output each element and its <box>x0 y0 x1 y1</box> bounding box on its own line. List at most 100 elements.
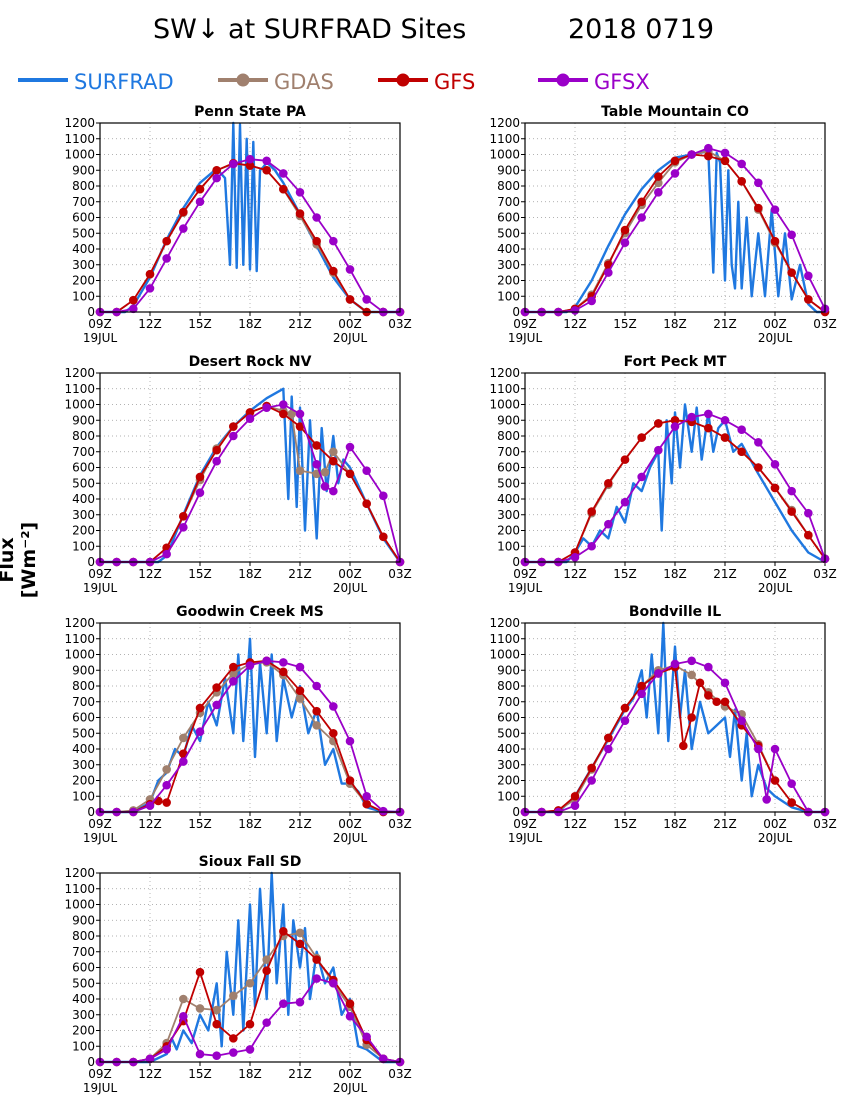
point-gfsx <box>520 557 530 567</box>
point-gdas <box>537 807 546 817</box>
point-gfs <box>312 441 321 450</box>
point-gdas <box>229 422 238 431</box>
point-gfs <box>95 807 105 817</box>
point-gdas <box>554 806 563 815</box>
y-tick-label: 1100 <box>64 632 95 646</box>
y-tick-label: 900 <box>497 413 520 427</box>
point-gfsx <box>279 400 288 409</box>
point-gdas <box>704 688 713 697</box>
point-gfs <box>145 269 155 279</box>
point-gfsx <box>245 414 255 423</box>
point-gdas <box>229 159 238 169</box>
point-gfsx <box>195 1049 205 1059</box>
point-gfsx <box>720 148 730 158</box>
point-gfs <box>687 713 696 722</box>
point-gdas <box>704 147 713 156</box>
point-gdas <box>95 307 105 317</box>
panel-title: Bondville IL <box>629 604 721 620</box>
point-gfsx <box>95 307 105 317</box>
point-gdas <box>179 512 188 521</box>
x-tick-label: 03Z <box>813 817 837 831</box>
point-gfsx <box>262 656 271 666</box>
point-gdas <box>554 557 563 567</box>
point-gfs <box>195 967 205 977</box>
point-gdas <box>720 702 730 711</box>
y-tick-label: 900 <box>72 163 95 177</box>
x-tick-label: 18Z <box>238 817 262 831</box>
point-gdas <box>395 1057 405 1067</box>
x-tick-label: 09Z <box>513 317 537 331</box>
point-gfs <box>129 807 138 817</box>
y-tick-label: 900 <box>72 663 95 677</box>
x-tick-label: 15Z <box>188 1067 212 1081</box>
y-tick-label: 400 <box>72 992 95 1006</box>
point-gfsx <box>537 307 546 317</box>
point-gdas <box>329 268 338 277</box>
point-gfsx <box>279 999 288 1009</box>
y-tick-label: 800 <box>72 179 95 193</box>
point-gfsx <box>262 156 271 166</box>
point-gfs <box>654 669 663 678</box>
y-tick-label: 100 <box>72 789 95 803</box>
y-tick-label: 700 <box>497 445 520 459</box>
point-gfsx <box>95 1057 105 1067</box>
point-gfs <box>212 445 221 455</box>
point-gfs <box>787 798 796 807</box>
point-gdas <box>287 409 296 419</box>
point-gdas <box>162 543 171 553</box>
point-gdas <box>229 669 238 678</box>
x-tick-label: 15Z <box>613 317 637 331</box>
point-gfs <box>737 176 746 186</box>
y-tick-label: 900 <box>72 913 95 927</box>
panel-1: Table Mountain CO01002003004005006007008… <box>489 104 836 345</box>
series-line-gfs <box>100 405 401 563</box>
x-tick-label: 09Z <box>88 1067 112 1081</box>
point-gdas <box>145 1054 155 1064</box>
x-tick-label: 00Z <box>338 1067 362 1081</box>
point-gfs <box>229 662 238 672</box>
point-gdas <box>295 694 305 703</box>
series-line-gfsx <box>100 659 401 813</box>
point-gdas <box>162 1038 171 1048</box>
y-tick-label: 0 <box>87 305 95 319</box>
x-tick-label: 15Z <box>613 817 637 831</box>
point-gfsx <box>112 557 121 567</box>
y-tick-label: 700 <box>72 945 95 959</box>
y-tick-label: 1000 <box>64 148 95 162</box>
point-gfsx <box>212 173 221 183</box>
point-gfsx <box>754 438 763 447</box>
x-tick-label: 18Z <box>238 1067 262 1081</box>
point-gfs <box>212 1019 221 1029</box>
point-gdas <box>245 161 255 170</box>
x-tick-label: 15Z <box>188 567 212 581</box>
point-gfs <box>229 158 238 168</box>
y-tick-label: 400 <box>72 492 95 506</box>
x-tick-label: 12Z <box>563 817 587 831</box>
point-gfsx <box>787 779 796 788</box>
legend-label: GDAS <box>274 70 334 94</box>
point-gfsx <box>604 744 613 754</box>
point-gfsx <box>520 807 530 817</box>
point-gfsx <box>345 442 355 452</box>
y-tick-label: 200 <box>497 524 520 538</box>
point-gfs <box>570 791 580 801</box>
point-gfsx <box>670 169 680 178</box>
point-gfsx <box>637 213 646 222</box>
point-gdas <box>212 688 221 697</box>
y-tick-label: 500 <box>72 476 95 490</box>
y-tick-label: 0 <box>512 555 520 569</box>
y-tick-label: 700 <box>497 195 520 209</box>
point-gfsx <box>604 519 613 529</box>
point-gfs <box>537 807 546 817</box>
series-line-gfs <box>525 666 825 813</box>
point-gdas <box>537 557 546 567</box>
point-gfsx <box>279 169 288 178</box>
plot-frame <box>99 122 401 313</box>
y-tick-label: 100 <box>72 539 95 553</box>
point-gdas <box>637 433 646 442</box>
x-tick-label: 18Z <box>663 817 687 831</box>
point-gfs <box>670 662 680 672</box>
point-gfs <box>704 151 713 161</box>
point-gfs <box>820 554 830 564</box>
point-gdas <box>129 557 138 567</box>
